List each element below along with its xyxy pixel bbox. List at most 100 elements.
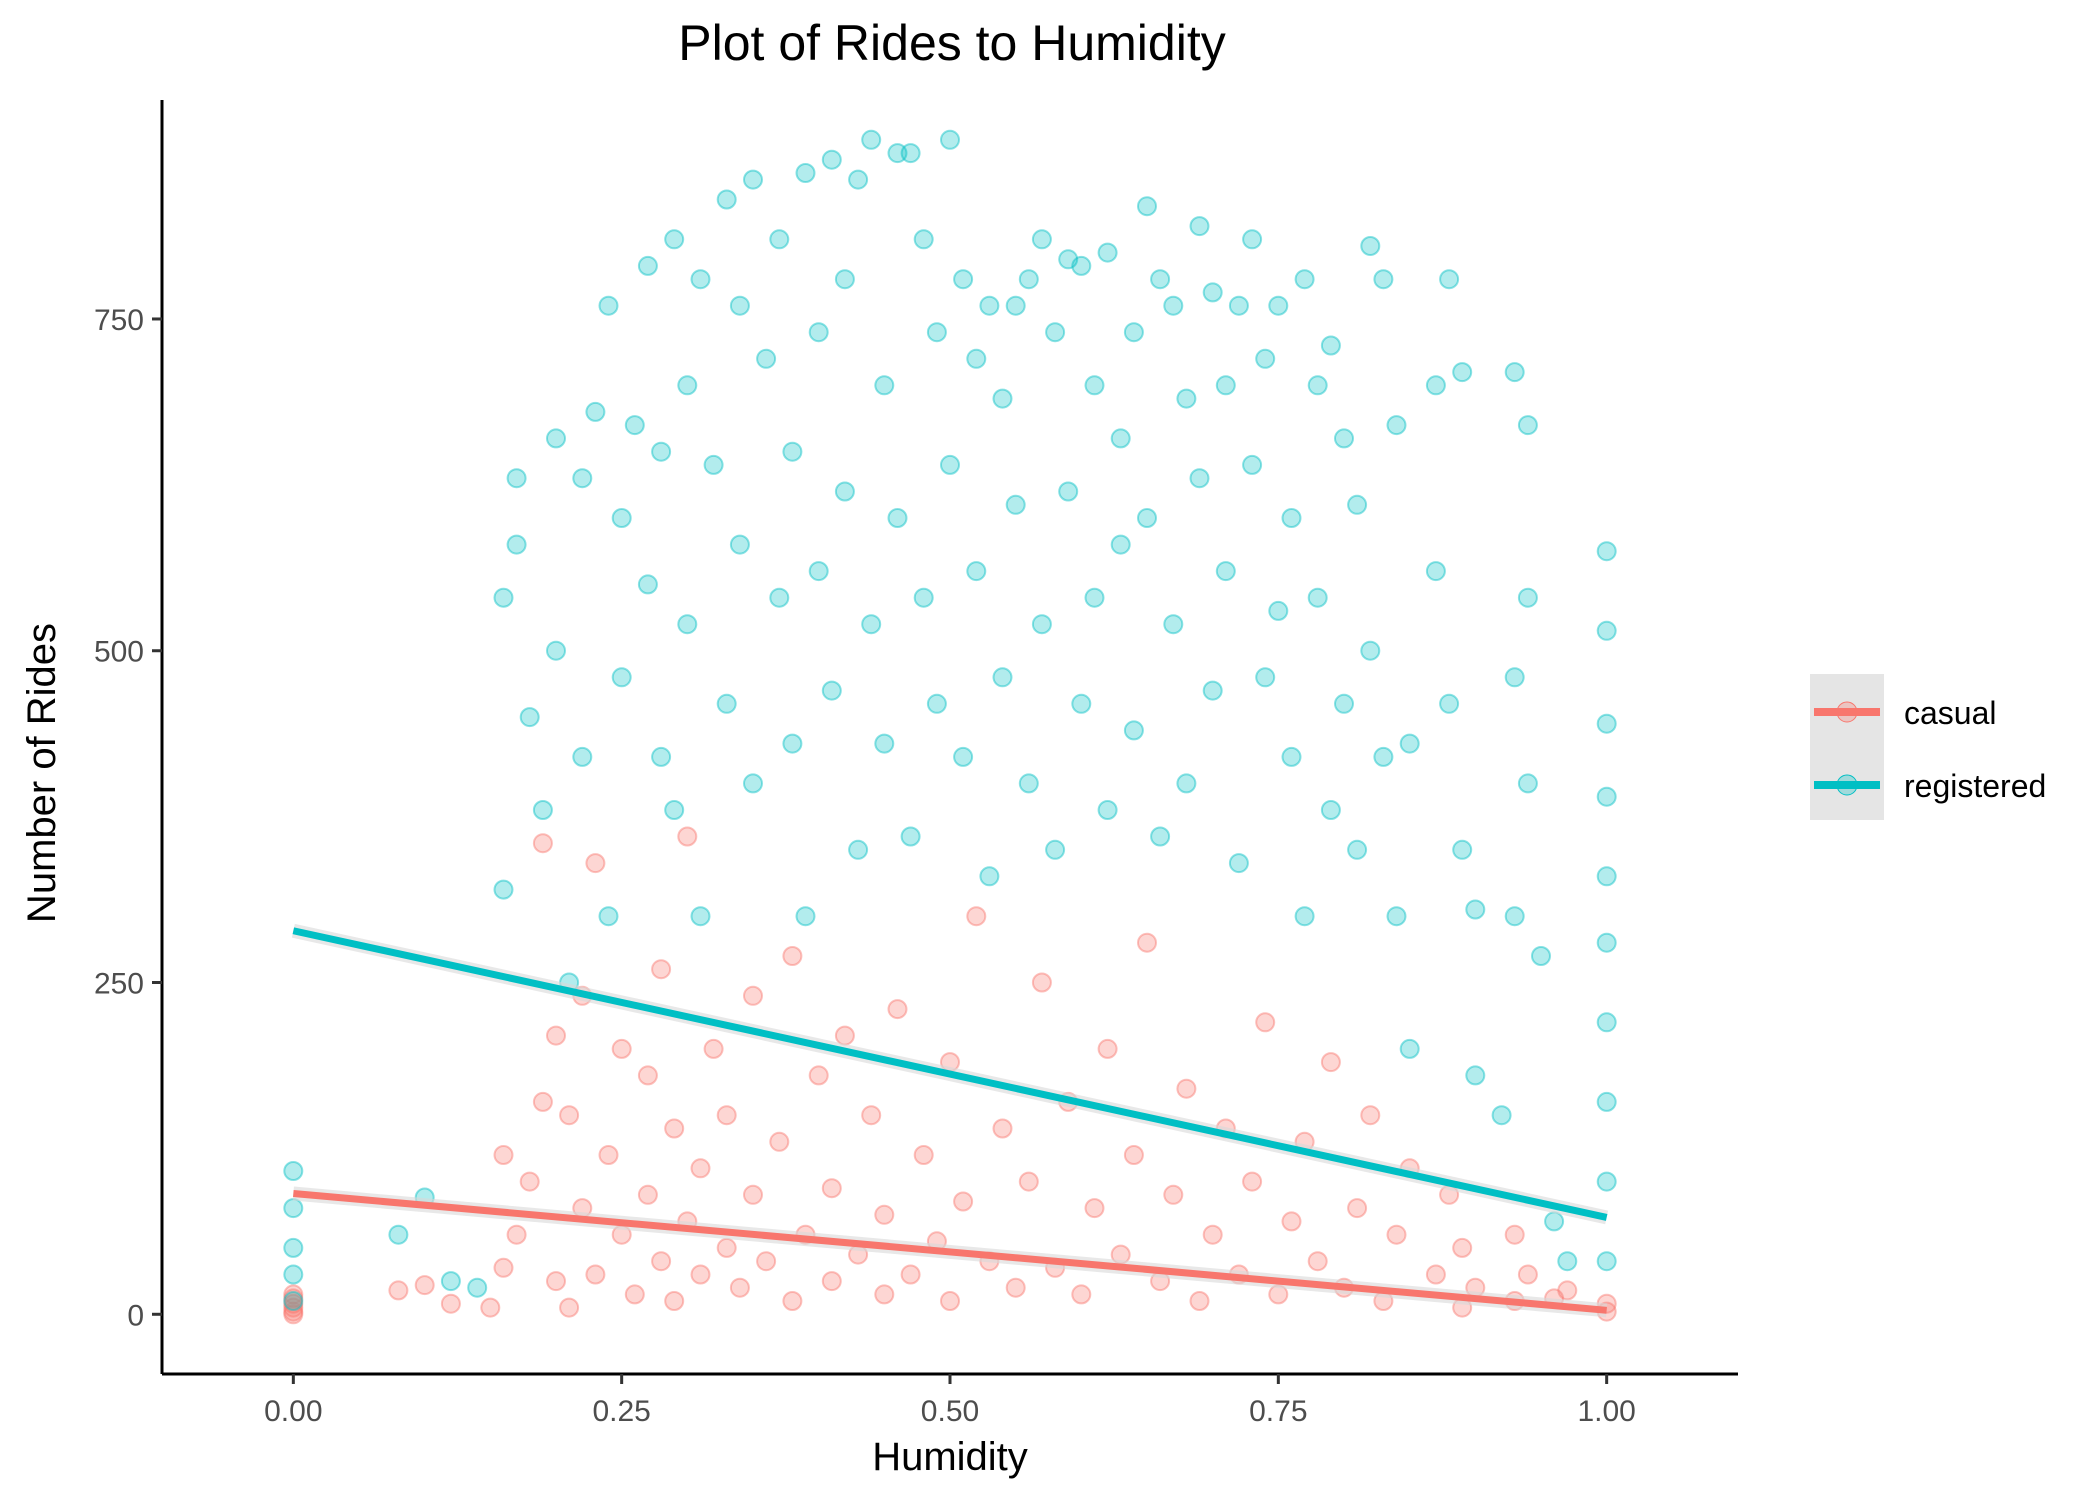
point-casual	[1307, 1251, 1328, 1272]
point-registered	[1018, 269, 1039, 290]
point-registered	[611, 667, 632, 688]
point-registered	[1334, 428, 1354, 449]
point-registered	[1504, 362, 1525, 383]
point-registered	[1268, 600, 1289, 621]
y-tick-label: 250	[94, 968, 144, 1001]
legend-point-registered	[1836, 774, 1858, 796]
point-casual	[1517, 1264, 1538, 1285]
point-casual	[585, 853, 606, 874]
point-registered	[1110, 428, 1131, 449]
point-registered	[808, 322, 829, 343]
point-casual	[1202, 1224, 1223, 1245]
point-registered	[769, 229, 790, 250]
point-registered	[637, 255, 658, 276]
point-registered	[1294, 269, 1315, 290]
point-registered	[585, 401, 606, 422]
point-registered	[795, 163, 816, 183]
point-casual	[1176, 1078, 1197, 1099]
point-registered	[1517, 773, 1538, 794]
point-registered	[1504, 906, 1525, 927]
point-casual	[808, 1065, 829, 1086]
point-registered	[887, 508, 908, 528]
point-casual	[953, 1191, 974, 1212]
point-registered	[979, 866, 1000, 887]
point-casual	[1360, 1105, 1381, 1126]
point-registered	[913, 587, 934, 608]
point-casual	[1097, 1038, 1118, 1059]
point-registered	[940, 454, 960, 475]
point-casual	[664, 1291, 685, 1311]
x-axis-title: Humidity	[872, 1435, 1028, 1479]
point-registered	[690, 906, 711, 927]
point-registered	[1281, 508, 1302, 528]
point-casual	[874, 1204, 895, 1225]
point-registered	[1452, 362, 1473, 383]
chart-title: Plot of Rides to Humidity	[678, 15, 1225, 71]
point-casual	[782, 1291, 803, 1311]
point-registered	[1084, 375, 1105, 396]
point-registered	[808, 561, 829, 582]
point-registered	[979, 295, 1000, 316]
point-registered	[1596, 541, 1617, 562]
point-registered	[1202, 680, 1223, 701]
point-casual	[624, 1284, 645, 1305]
point-casual	[1281, 1211, 1302, 1232]
point-casual	[1242, 1171, 1263, 1192]
point-registered	[546, 640, 566, 661]
point-casual	[874, 1284, 895, 1305]
point-casual	[493, 1257, 514, 1278]
point-registered	[1399, 733, 1420, 754]
point-registered	[887, 143, 908, 164]
point-registered	[283, 1237, 304, 1258]
point-registered	[1307, 375, 1328, 396]
point-registered	[953, 269, 974, 290]
point-registered	[1320, 800, 1341, 820]
point-registered	[1425, 375, 1446, 396]
x-tick-label: 0.50	[921, 1395, 979, 1428]
point-registered	[926, 693, 947, 714]
point-registered	[677, 614, 698, 635]
point-registered	[1491, 1105, 1512, 1126]
point-registered	[1281, 746, 1302, 767]
point-registered	[664, 229, 685, 250]
point-registered	[1320, 335, 1341, 356]
point-registered	[1531, 946, 1551, 966]
point-casual	[1189, 1291, 1210, 1311]
point-registered	[1228, 295, 1249, 316]
point-casual	[559, 1105, 580, 1126]
point-casual	[716, 1237, 737, 1258]
point-casual	[585, 1264, 606, 1285]
x-tick-label: 0.25	[592, 1395, 650, 1428]
x-tick-label: 1.00	[1577, 1395, 1635, 1428]
legend-point-casual	[1836, 701, 1858, 723]
point-registered	[1557, 1251, 1578, 1272]
point-registered	[992, 667, 1013, 688]
point-casual	[821, 1271, 842, 1292]
y-axis-title: Number of Rides	[20, 623, 64, 923]
point-registered	[1347, 839, 1368, 860]
point-registered	[1202, 282, 1223, 303]
point-casual	[598, 1145, 619, 1165]
point-registered	[756, 348, 777, 369]
trend-line-registered	[292, 927, 1608, 1221]
point-registered	[716, 189, 737, 210]
point-casual	[532, 833, 553, 854]
point-casual	[966, 906, 987, 927]
point-casual	[611, 1038, 632, 1059]
point-registered	[440, 1271, 461, 1292]
point-registered	[1596, 1171, 1617, 1192]
point-registered	[1045, 839, 1066, 860]
point-registered	[1452, 839, 1473, 860]
x-tick-label: 0.75	[1249, 1395, 1307, 1428]
point-casual	[440, 1293, 461, 1314]
point-registered	[874, 733, 895, 754]
point-registered	[1334, 693, 1354, 714]
plot-area	[283, 129, 1617, 1325]
point-registered	[874, 375, 895, 396]
point-registered	[506, 534, 527, 555]
point-casual	[1137, 932, 1157, 953]
y-tick-label: 500	[94, 636, 144, 669]
trend-line-casual	[293, 1190, 1607, 1314]
point-casual	[756, 1251, 777, 1272]
point-registered	[1425, 561, 1446, 582]
